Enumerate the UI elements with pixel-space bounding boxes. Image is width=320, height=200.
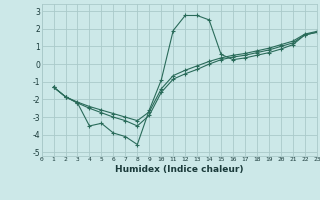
X-axis label: Humidex (Indice chaleur): Humidex (Indice chaleur) [115,165,244,174]
